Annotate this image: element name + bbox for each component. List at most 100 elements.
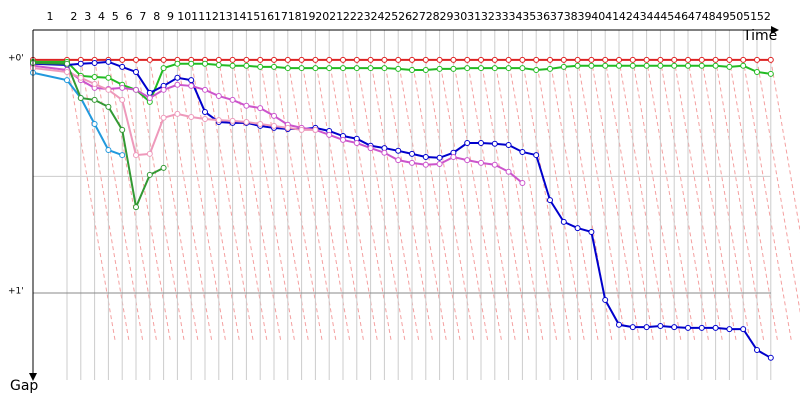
lap-label: 39	[578, 10, 592, 23]
lap-label: 38	[564, 10, 578, 23]
gap-point	[367, 65, 374, 72]
lap-label: 41	[605, 10, 619, 23]
lapped-line	[176, 59, 226, 341]
gap-point	[726, 326, 733, 333]
gap-point	[478, 140, 484, 147]
gap-point	[588, 62, 595, 69]
gap-point	[326, 131, 333, 138]
gap-point	[560, 218, 567, 225]
gap-point	[395, 157, 402, 164]
gap-point	[712, 62, 719, 69]
lap-label: 23	[357, 10, 371, 23]
gap-point	[602, 56, 609, 63]
gap-point	[712, 56, 719, 63]
gap-point	[188, 60, 195, 67]
gap-point	[146, 150, 153, 157]
lapped-line	[397, 59, 447, 341]
lapped-line	[66, 59, 116, 341]
gap-point	[229, 117, 236, 124]
lap-label: 8	[153, 10, 160, 23]
gap-point	[77, 74, 84, 81]
gap-point	[243, 56, 250, 63]
lapped-line	[604, 59, 654, 341]
gap-point	[616, 62, 622, 69]
lap-label: 7	[139, 10, 146, 23]
lap-label: 34	[509, 10, 523, 23]
lapped-line	[494, 59, 544, 341]
lap-label: 4	[98, 10, 105, 23]
gap-point	[754, 68, 760, 75]
gap-point	[105, 74, 112, 81]
gap-point	[491, 56, 498, 63]
gap-point	[91, 96, 98, 103]
gap-point	[146, 94, 153, 101]
gap-point	[340, 56, 346, 63]
gap-point	[367, 56, 374, 63]
lapped-line	[535, 59, 585, 341]
lapped-line	[590, 59, 640, 341]
lap-label: 27	[412, 10, 426, 23]
gap-point	[754, 347, 760, 354]
gap-point	[754, 56, 760, 63]
gap-point	[478, 56, 484, 63]
lap-label: 14	[233, 10, 247, 23]
gap-point	[519, 148, 526, 155]
gap-point	[215, 117, 222, 124]
lapped-line	[632, 59, 682, 341]
gap-point	[64, 60, 70, 67]
gap-point	[464, 157, 471, 164]
gap-point	[160, 86, 167, 93]
gap-point	[326, 65, 333, 72]
lapped-line	[480, 59, 530, 341]
gap-point	[326, 56, 333, 63]
gap-point	[698, 324, 705, 331]
gap-point	[767, 56, 774, 63]
gap-point	[91, 73, 98, 80]
gap-point	[505, 56, 512, 63]
gap-point	[105, 86, 112, 93]
lapped-line	[218, 59, 268, 341]
gap-point	[133, 56, 139, 63]
gap-point	[119, 56, 126, 63]
gap-point	[215, 61, 222, 68]
gap-point	[312, 126, 319, 133]
gap-point	[629, 56, 636, 63]
lap-label: 32	[481, 10, 495, 23]
gap-point	[77, 60, 84, 67]
gap-point	[726, 63, 733, 70]
gap-point	[478, 159, 484, 166]
gap-point	[243, 119, 250, 126]
gap-point	[119, 84, 126, 91]
gap-point	[436, 160, 443, 167]
gap-point	[422, 154, 429, 161]
y-axis-label: Gap	[10, 378, 38, 394]
gap-point	[409, 56, 415, 63]
gap-point	[726, 56, 733, 63]
gap-point	[91, 60, 98, 67]
gap-point	[174, 81, 181, 88]
gap-point	[146, 56, 153, 63]
gap-point	[698, 62, 705, 69]
gap-point	[602, 62, 609, 69]
gap-point	[560, 63, 567, 70]
lapped-line	[411, 59, 461, 341]
gap-point	[519, 180, 526, 187]
gap-point	[491, 65, 498, 72]
lap-label: 51	[743, 10, 757, 23]
lap-label: 36	[536, 10, 550, 23]
gap-point	[395, 65, 402, 72]
lap-label: 13	[219, 10, 233, 23]
gap-point	[629, 324, 636, 331]
gap-point	[657, 322, 664, 329]
lapped-line	[121, 59, 171, 341]
gap-point	[657, 56, 664, 63]
gap-point	[202, 60, 208, 67]
gap-point	[450, 154, 457, 161]
lap-label: 21	[329, 10, 343, 23]
gap-point	[409, 67, 415, 74]
lap-label: 18	[288, 10, 302, 23]
lapped-line	[314, 59, 364, 341]
lap-label: 40	[591, 10, 605, 23]
gap-point	[381, 56, 388, 63]
